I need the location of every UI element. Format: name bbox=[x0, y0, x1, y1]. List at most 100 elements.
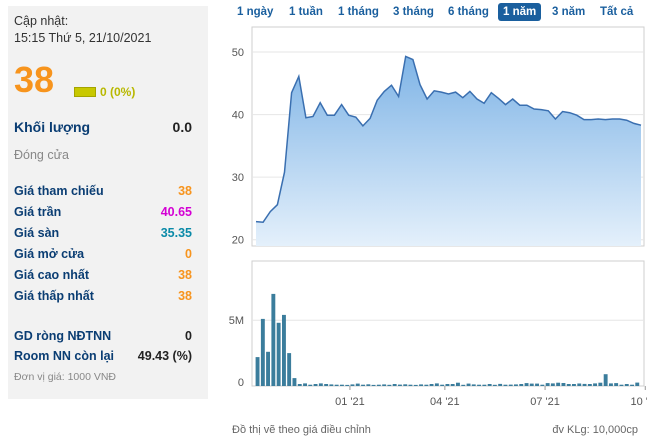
price-axis-tick-label: 30 bbox=[232, 172, 244, 184]
volume-bar bbox=[445, 384, 450, 386]
volume-bar bbox=[366, 384, 371, 386]
volume-unit-note: đv KLg: 10,000cp bbox=[552, 424, 638, 436]
range-tab[interactable]: 1 ngày bbox=[237, 6, 274, 18]
volume-bar bbox=[260, 318, 265, 386]
volume-bar bbox=[424, 384, 429, 386]
volume-bar bbox=[403, 384, 408, 386]
volume-bar bbox=[603, 374, 608, 386]
volume-bar bbox=[498, 383, 503, 386]
volume-bar bbox=[361, 384, 365, 386]
range-tab[interactable]: 1 tháng bbox=[338, 6, 379, 18]
foreign-net-value: 0 bbox=[185, 329, 192, 343]
info-panel bbox=[8, 6, 208, 399]
volume-bar bbox=[392, 384, 397, 386]
volume-bar bbox=[434, 383, 439, 386]
volume-bar bbox=[566, 384, 571, 386]
volume-bar bbox=[561, 383, 566, 386]
unit-note: Đơn vị giá: 1000 VNĐ bbox=[14, 371, 117, 383]
price-axis-tick-label: 20 bbox=[232, 235, 244, 247]
volume-bar bbox=[419, 384, 423, 386]
price-row-label: Giá trần bbox=[14, 205, 62, 219]
volume-bar bbox=[572, 384, 576, 386]
volume-bar bbox=[593, 383, 597, 386]
volume-bar bbox=[587, 384, 592, 386]
price-plot-frame bbox=[251, 26, 645, 247]
volume-bar bbox=[408, 384, 413, 386]
foreign-room-value: 49.43 (%) bbox=[137, 349, 192, 363]
volume-bar bbox=[398, 384, 402, 386]
volume-bar bbox=[598, 382, 603, 386]
market-status: Đóng cửa bbox=[14, 148, 69, 162]
volume-bar bbox=[519, 384, 524, 386]
volume-bar bbox=[282, 314, 286, 386]
volume-bar bbox=[276, 322, 281, 386]
volume-bar bbox=[540, 384, 545, 386]
volume-bar bbox=[345, 384, 350, 386]
volume-bar bbox=[529, 383, 534, 386]
volume-bar bbox=[318, 383, 323, 386]
volume-bar bbox=[624, 384, 629, 386]
volume-bar bbox=[329, 384, 334, 386]
volume-bar bbox=[297, 384, 302, 386]
volume-bar bbox=[508, 384, 513, 386]
volume-bar bbox=[514, 384, 518, 386]
volume-bar bbox=[582, 383, 587, 386]
volume-bar bbox=[287, 353, 292, 386]
x-axis-tick-label: 04 '21 bbox=[430, 396, 460, 408]
price-line bbox=[255, 55, 642, 223]
volume-bar bbox=[609, 383, 613, 386]
volume-bar bbox=[503, 384, 508, 386]
volume-bar bbox=[471, 384, 476, 386]
volume-bar bbox=[324, 384, 329, 386]
price-axis-tick-label: 40 bbox=[232, 110, 244, 122]
volume-bar bbox=[303, 383, 307, 386]
update-time: 15:15 Thứ 5, 21/10/2021 bbox=[14, 31, 152, 45]
volume-bar bbox=[376, 384, 381, 386]
price-row-label: Giá tham chiếu bbox=[14, 184, 104, 198]
range-tab[interactable]: 1 năm bbox=[498, 3, 542, 21]
price-change: 0 (0%) bbox=[100, 85, 136, 99]
volume-bar bbox=[271, 293, 276, 386]
price-row-value: 38 bbox=[178, 268, 192, 282]
volume-plot-frame bbox=[251, 260, 645, 387]
volume-label: Khối lượng bbox=[14, 119, 91, 135]
volume-axis-tick-label: 0 bbox=[238, 377, 244, 389]
volume-bar bbox=[524, 383, 529, 386]
x-axis-tick-label: 01 '21 bbox=[335, 396, 365, 408]
price-row-label: Giá sàn bbox=[14, 226, 60, 240]
volume-bar bbox=[308, 384, 313, 386]
volume-bar bbox=[387, 384, 392, 386]
volume-bar bbox=[487, 384, 492, 386]
volume-bar bbox=[550, 383, 555, 386]
volume-bar bbox=[461, 384, 466, 386]
volume-bar bbox=[477, 384, 481, 386]
range-tab[interactable]: 1 tuần bbox=[289, 6, 323, 18]
volume-bar bbox=[556, 382, 561, 386]
price-row-label: Giá thấp nhất bbox=[14, 289, 94, 303]
volume-bar bbox=[482, 384, 487, 386]
volume-bar bbox=[456, 382, 460, 386]
volume-bar bbox=[635, 382, 640, 386]
volume-bar bbox=[355, 383, 360, 386]
update-label: Cập nhật: bbox=[14, 14, 69, 28]
volume-bar bbox=[545, 383, 550, 386]
volume-bar bbox=[255, 357, 260, 386]
range-tab[interactable]: Tất cả bbox=[600, 6, 634, 18]
volume-bar bbox=[535, 383, 539, 386]
volume-bar bbox=[492, 384, 497, 386]
price-row-value: 38 bbox=[178, 184, 192, 198]
volume-bar bbox=[334, 384, 339, 386]
price-area-fill bbox=[256, 56, 641, 247]
volume-bar bbox=[450, 384, 455, 386]
foreign-net-label: GD ròng NĐTNN bbox=[14, 329, 112, 343]
volume-bar bbox=[619, 384, 624, 386]
volume-bar bbox=[440, 384, 445, 386]
price-row-value: 0 bbox=[185, 247, 192, 261]
range-tab[interactable]: 3 tháng bbox=[393, 6, 434, 18]
x-axis-tick-label: 10 '21 bbox=[630, 396, 647, 408]
range-tab[interactable]: 6 tháng bbox=[448, 6, 489, 18]
price-row-label: Giá mở cửa bbox=[14, 247, 85, 261]
volume-bar bbox=[413, 384, 418, 386]
range-tab[interactable]: 3 năm bbox=[552, 6, 586, 18]
volume-bar bbox=[313, 384, 318, 386]
